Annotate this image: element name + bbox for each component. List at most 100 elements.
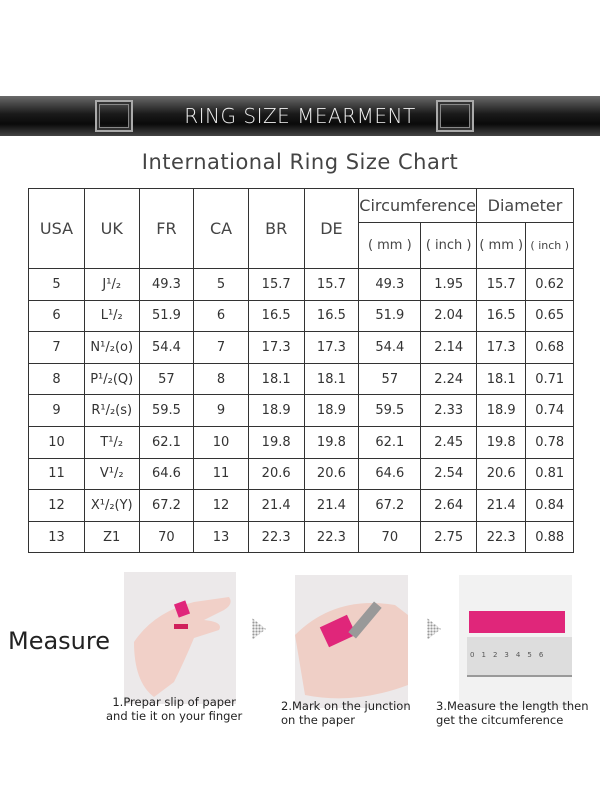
step2-image [295,575,408,708]
ruler-tick-label: 3 [504,651,509,659]
table-cell: 20.6 [303,457,360,491]
table-cell: 22.3 [475,520,527,554]
step1-caption: 1.Prepar slip of paper and tie it on your… [106,695,242,723]
table-cell: 62.1 [358,425,422,459]
table-cell: 49.3 [358,268,422,301]
table-cell: 5 [28,268,85,301]
table-row: 6 L¹/₂ 51.9 6 16.5 16.5 51.9 2.04 16.5 0.65 [28,299,574,333]
table-cell: 49.3 [138,268,195,301]
table-cell: 54.4 [138,331,195,364]
table-cell: 8 [193,362,249,396]
table-cell: 19.8 [475,425,527,459]
table-cell: 64.6 [138,457,195,491]
table-cell: 0.65 [525,299,574,333]
table-cell: 11 [28,457,85,491]
table-cell: 70 [358,520,422,554]
table-cell: 51.9 [138,299,195,333]
table-cell: 1.95 [420,268,477,301]
table-cell: 2.24 [420,362,477,396]
caption-line: on the paper [281,713,355,727]
header-fr: FR [138,188,195,269]
chart-title: International Ring Size Chart [141,150,459,174]
arrow-right-icon [252,618,266,640]
step2-caption: 2.Mark on the junction on the paper [281,699,411,727]
table-cell: 0.62 [525,268,574,301]
ruler-tick-label: 0 [470,651,475,659]
caption-line: get the citcumference [436,713,564,727]
table-cell: 18.1 [247,362,305,396]
table-cell: 62.1 [138,425,195,459]
table-cell: X¹/₂(Y) [83,489,140,522]
table-cell: 7 [193,331,249,364]
header-ca: CA [193,188,249,269]
caption-line: 3.Measure the length then [436,699,589,713]
table-cell: 10 [28,425,85,459]
table-cell: J¹/₂ [83,268,140,301]
header-banner: RING SIZE MEARMENT [0,96,600,136]
header-circ-inch: ( inch ) [420,222,477,269]
table-cell: 59.5 [138,394,195,427]
table-row: 8 P¹/₂(Q) 57 8 18.1 18.1 57 2.24 18.1 0.71 [28,362,574,396]
header-dia-inch: ( inch ) [525,222,574,269]
arrow-right-icon [427,618,441,640]
ring-size-table: USA UK FR CA BR DE Circumference Diamete… [28,188,574,554]
table-cell: 8 [28,362,85,396]
table-cell: 9 [28,394,85,427]
caption-line: 2.Mark on the junction [281,699,411,713]
table-cell: 2.75 [420,520,477,554]
table-cell: L¹/₂ [83,299,140,333]
table-cell: 0.84 [525,489,574,522]
table-cell: 20.6 [475,457,527,491]
table-cell: 22.3 [303,520,360,554]
table-row: 12 X¹/₂(Y) 67.2 12 21.4 21.4 67.2 2.64 21.4 0.84 [28,489,574,522]
table-cell: 2.64 [420,489,477,522]
header-usa: USA [28,188,85,269]
table-row: 10 T¹/₂ 62.1 10 19.8 19.8 62.1 2.45 19.8 0.78 [28,425,574,459]
table-cell: P¹/₂(Q) [83,362,140,396]
table-cell: 11 [193,457,249,491]
table-cell: 17.3 [475,331,527,364]
square-ornament-icon [95,100,133,132]
table-cell: 21.4 [475,489,527,522]
table-cell: 57 [138,362,195,396]
table-cell: 21.4 [303,489,360,522]
table-cell: 70 [138,520,195,554]
table-cell: 15.7 [475,268,527,301]
table-cell: 20.6 [247,457,305,491]
table-cell: 2.45 [420,425,477,459]
table-cell: 18.9 [247,394,305,427]
table-cell: 0.78 [525,425,574,459]
table-cell: 67.2 [138,489,195,522]
ruler-tick-label: 6 [538,651,544,659]
table-cell: 10 [193,425,249,459]
table-cell: 6 [193,299,249,333]
table-cell: 15.7 [247,268,305,301]
header-dia-mm: ( mm ) [475,222,527,269]
table-cell: 13 [193,520,249,554]
table-cell: 17.3 [303,331,360,364]
table-cell: 18.1 [303,362,360,396]
table-cell: 0.74 [525,394,574,427]
header-uk: UK [83,188,140,269]
table-cell: 64.6 [358,457,422,491]
table-cell: 0.88 [525,520,574,554]
table-cell: Z1 [83,520,140,554]
table-cell: 7 [28,331,85,364]
table-cell: 2.14 [420,331,477,364]
ruler-tick-label: 4 [515,651,521,659]
table-cell: R¹/₂(s) [83,394,140,427]
table-row: 5 J¹/₂ 49.3 5 15.7 15.7 49.3 1.95 15.7 0.62 [28,268,574,301]
table-cell: 51.9 [358,299,422,333]
ruler-tick-label: 2 [492,651,498,659]
measure-label: Measure [8,627,110,655]
paper-strip [469,611,565,633]
table-row: 9 R¹/₂(s) 59.5 9 18.9 18.9 59.5 2.33 18.9 0.74 [28,394,574,427]
header-br: BR [247,188,305,269]
table-cell: 16.5 [303,299,360,333]
banner-title: RING SIZE MEARMENT [184,104,416,128]
ruler-tick-label: 1 [481,651,486,659]
table-cell: 18.9 [303,394,360,427]
table-cell: 0.71 [525,362,574,396]
hand-marking-paper-icon [295,601,408,699]
table-cell: 67.2 [358,489,422,522]
